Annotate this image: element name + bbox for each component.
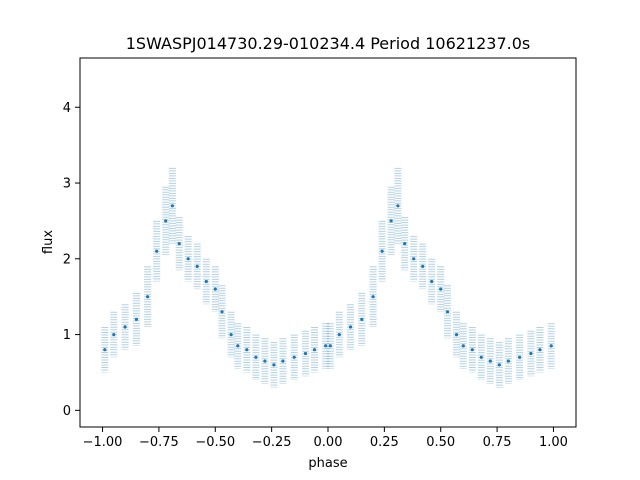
data-point (146, 295, 150, 299)
data-point (348, 325, 353, 329)
data-point (254, 355, 258, 359)
x-tick-label: 0.75 (483, 435, 512, 450)
data-point (360, 317, 364, 321)
x-tick-label: 0.00 (314, 435, 343, 450)
data-point (103, 348, 107, 352)
data-point (538, 348, 542, 352)
data-point (170, 204, 174, 208)
data-point (220, 310, 224, 314)
data-point (412, 257, 416, 261)
data-point (445, 310, 450, 314)
data-point (549, 344, 553, 348)
data-point (461, 344, 465, 348)
data-point (430, 279, 434, 284)
data-point (421, 264, 425, 268)
data-point (213, 287, 217, 291)
data-point (488, 359, 492, 363)
data-point (155, 249, 159, 253)
x-tick-label: 1.00 (539, 435, 568, 450)
data-point (312, 348, 317, 352)
data-point (236, 344, 240, 348)
data-point (497, 363, 501, 367)
data-point (164, 219, 168, 223)
x-tick-label: −0.75 (139, 435, 179, 450)
data-points (101, 167, 555, 388)
data-point (123, 325, 127, 329)
x-tick-label: 0.25 (370, 435, 399, 450)
x-tick-label: −0.25 (252, 435, 292, 450)
chart-title: 1SWASPJ014730.29-010234.4 Period 1062123… (126, 34, 531, 53)
data-point (371, 295, 375, 299)
x-axis-label: phase (308, 456, 347, 471)
y-tick-label: 4 (63, 101, 71, 116)
y-axis-label: flux (41, 230, 56, 254)
data-point (454, 333, 459, 337)
data-point (177, 242, 181, 246)
x-tick-label: −0.50 (195, 435, 235, 450)
data-point (529, 351, 533, 356)
data-point (272, 363, 276, 367)
data-point (324, 344, 328, 348)
data-point (479, 355, 483, 359)
y-tick-label: 3 (63, 177, 71, 192)
data-point (389, 219, 393, 223)
data-point (337, 333, 341, 337)
data-point (292, 355, 296, 359)
data-point (328, 344, 332, 348)
data-point (112, 333, 116, 337)
data-point (439, 287, 443, 291)
data-point (506, 359, 510, 363)
data-point (403, 242, 407, 246)
data-point (229, 333, 233, 337)
x-tick-label: −1.00 (83, 435, 123, 450)
data-point (518, 355, 522, 359)
data-point (204, 279, 208, 284)
data-point (303, 351, 308, 356)
y-tick-label: 1 (63, 328, 71, 343)
data-point (245, 348, 249, 352)
y-tick-label: 2 (63, 252, 71, 267)
x-axis-ticks: −1.00 −0.75 −0.50 −0.25 0.00 0.25 0.50 0.75 1.00 (83, 427, 568, 450)
data-point (380, 249, 384, 253)
y-tick-label: 0 (63, 404, 71, 419)
data-point (396, 204, 400, 208)
data-point (470, 348, 474, 352)
data-point (281, 359, 285, 363)
data-point (195, 264, 199, 268)
y-axis-ticks: 0 1 2 3 4 (63, 101, 80, 419)
data-point (186, 257, 190, 261)
data-point (134, 317, 138, 321)
x-tick-label: 0.50 (426, 435, 455, 450)
data-point (263, 359, 267, 363)
